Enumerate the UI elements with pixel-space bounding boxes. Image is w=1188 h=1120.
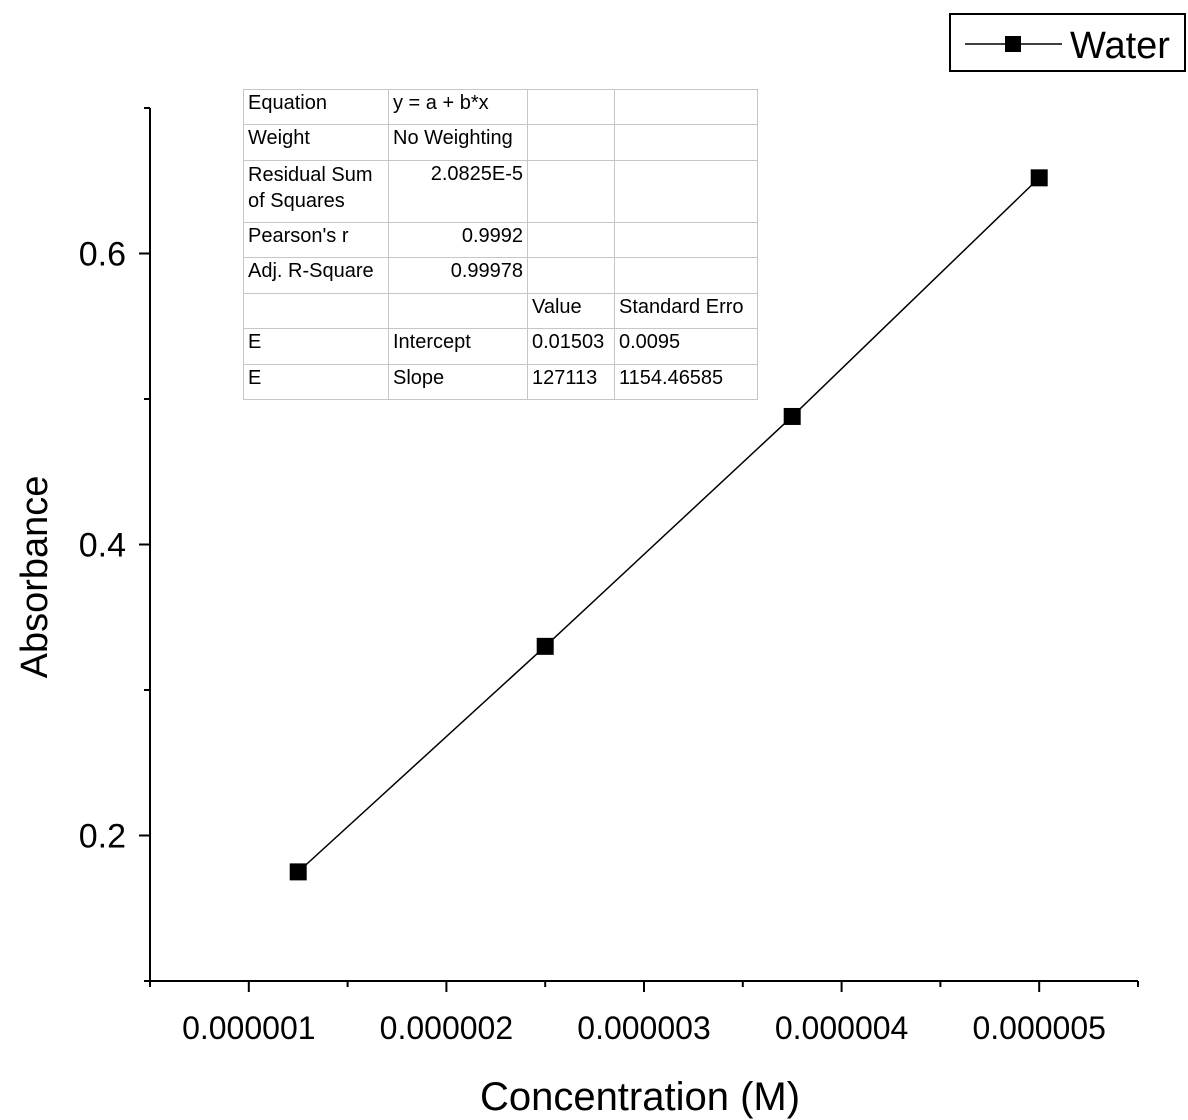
equation-value: y = a + b*x xyxy=(388,88,528,126)
table-row: E Slope 127113 1154.46585 xyxy=(243,363,758,401)
y-tick-label: 0.6 xyxy=(79,236,126,274)
table-row: Value Standard Erro xyxy=(243,292,758,330)
x-tick-label: 0.000003 xyxy=(577,1010,710,1046)
pearson-label: Pearson's r xyxy=(243,221,389,259)
weight-label: Weight xyxy=(243,124,389,161)
fit-results-table: Equation y = a + b*x Weight No Weighting… xyxy=(243,88,758,401)
intercept-value: 0.01503 xyxy=(527,328,615,365)
intercept-stderr: 0.0095 xyxy=(614,328,758,365)
legend-label: Water xyxy=(1070,25,1170,67)
y-tick-label: 0.4 xyxy=(79,527,126,565)
x-tick-label: 0.000004 xyxy=(775,1010,908,1046)
slope-series: E xyxy=(243,363,389,401)
slope-label: Slope xyxy=(388,363,528,401)
table-row: Pearson's r 0.9992 xyxy=(243,221,758,259)
equation-label: Equation xyxy=(243,88,389,126)
y-axis-title: Absorbance xyxy=(14,476,56,679)
data-point xyxy=(289,863,307,881)
x-tick-label: 0.000005 xyxy=(972,1010,1105,1046)
legend: Water xyxy=(949,13,1186,72)
pearson-value: 0.9992 xyxy=(388,221,528,259)
data-point xyxy=(536,637,554,655)
intercept-label: Intercept xyxy=(388,328,528,365)
legend-box xyxy=(949,13,1186,72)
value-header: Value xyxy=(527,292,615,330)
data-point xyxy=(783,407,801,425)
rss-value: 2.0825E-5 xyxy=(388,159,528,223)
y-tick-label: 0.2 xyxy=(79,818,126,856)
table-row: Residual Sum of Squares 2.0825E-5 xyxy=(243,159,758,223)
stderr-header: Standard Erro xyxy=(614,292,758,330)
x-tick-label: 0.000002 xyxy=(380,1010,513,1046)
slope-stderr: 1154.46585 xyxy=(614,363,758,401)
legend-marker xyxy=(1005,36,1021,52)
series-line xyxy=(297,177,1040,873)
adj-r-square-value: 0.99978 xyxy=(388,257,528,294)
adj-r-square-label: Adj. R-Square xyxy=(243,257,389,294)
table-row: Weight No Weighting xyxy=(243,124,758,161)
x-axis-title: Concentration (M) xyxy=(480,1075,800,1119)
slope-value: 127113 xyxy=(527,363,615,401)
weight-value: No Weighting xyxy=(388,124,528,161)
series-water xyxy=(289,169,1048,881)
table-row: E Intercept 0.01503 0.0095 xyxy=(243,328,758,365)
ticks: 0.000001 0.000002 0.000003 0.000004 0.000005… xyxy=(79,107,1139,1046)
table-row: Equation y = a + b*x xyxy=(243,88,758,126)
rss-label: Residual Sum of Squares xyxy=(243,159,389,223)
table-row: Adj. R-Square 0.99978 xyxy=(243,257,758,294)
x-tick-label: 0.000001 xyxy=(182,1010,315,1046)
data-point xyxy=(1030,169,1048,187)
intercept-series: E xyxy=(243,328,389,365)
